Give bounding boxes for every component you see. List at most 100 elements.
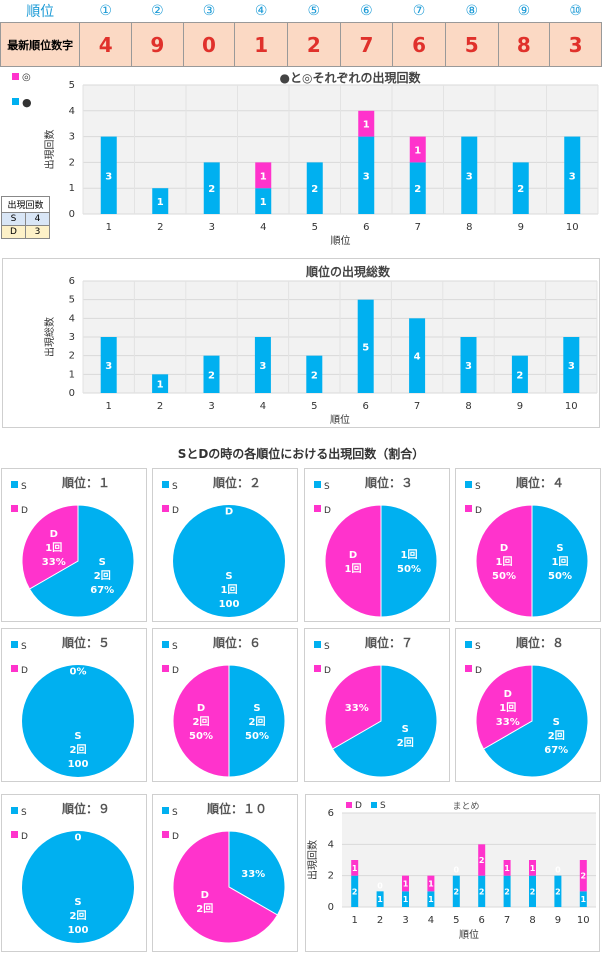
latest-digit: 0 — [182, 22, 236, 67]
pie-data-label: 2回 — [94, 570, 111, 582]
legend-swatch — [346, 802, 352, 808]
pie-data-label: 0% — [70, 667, 87, 678]
data-label: 0 — [555, 866, 561, 875]
data-label: 3 — [568, 361, 575, 372]
bar — [512, 162, 529, 214]
legend-swatch — [162, 641, 169, 648]
bar — [478, 844, 486, 876]
latest-digit: 4 — [79, 22, 133, 67]
legend-label: S — [172, 642, 178, 652]
pie-data-label: 1回 — [45, 542, 62, 554]
pie-data-label: 50% — [245, 731, 269, 742]
x-tick-label: 7 — [414, 401, 420, 412]
bar — [529, 875, 536, 907]
x-tick-label: 6 — [363, 401, 369, 412]
legend-label: S — [380, 801, 386, 811]
bar — [427, 875, 435, 892]
pie-data-label: 67% — [90, 585, 114, 596]
legend-label: S — [324, 642, 330, 652]
pie-data-label: D — [201, 890, 209, 901]
pie-chart-panel: 順位：７ S D S 2回 33% — [304, 628, 450, 782]
x-tick-label: 8 — [466, 222, 472, 233]
pie-data-label: 1回 — [401, 549, 418, 561]
chart-title: ●と◎それぞれの出現回数 — [280, 70, 422, 85]
data-label: 1 — [260, 197, 267, 208]
legend-swatch — [11, 831, 18, 838]
x-tick-label: 2 — [157, 401, 163, 412]
y-axis-label: 出現総数 — [43, 317, 56, 357]
pie-chart-panel: 順位：５ S D S 2回 100 0% — [1, 628, 147, 782]
pie-data-label: 2回 — [397, 737, 414, 749]
rank-symbol: ⑤ — [307, 3, 321, 19]
latest-digits-label: 最新順位数字 — [0, 22, 81, 67]
legend-label: D — [21, 666, 28, 676]
bar — [203, 355, 220, 393]
data-label: 1 — [581, 895, 587, 904]
data-label: 2 — [208, 184, 215, 195]
data-label: 2 — [352, 887, 358, 896]
pie-data-label: S — [553, 717, 560, 728]
bar — [452, 875, 460, 907]
data-label: 2 — [555, 887, 561, 896]
chart-symbol-counts: 0 1 2 3 4 5 1 3 2 1 3 2 4 1 1 5 2 6 3 1 7 2 1 8 3 9 2 10 3 ●と◎それぞれの出現… — [0, 68, 602, 256]
chart-total-counts: 0 1 2 3 4 5 6 1 3 2 1 3 2 4 3 5 2 6 5 7 4 8 3 9 2 10 3 順位の出現総数 順位 出現総… — [2, 258, 600, 428]
legend-label: S — [21, 642, 27, 652]
legend-label: D — [324, 666, 331, 676]
pie-chart-svg: 順位：７ S D S 2回 33% — [314, 635, 438, 778]
chart-title: まとめ — [452, 801, 479, 812]
pie-section-title: SとDの時の各順位における出現回数（割合） — [177, 447, 425, 461]
pie-data-label: 1回 — [552, 556, 569, 568]
legend-swatch — [314, 481, 321, 488]
y-tick-label: 3 — [69, 332, 75, 343]
pie-title: 順位：９ — [61, 801, 110, 816]
data-label: 1 — [403, 880, 409, 889]
y-tick-label: 5 — [69, 295, 75, 306]
side-table-key: D — [1, 225, 26, 239]
bar — [203, 162, 220, 214]
legend-label: S — [172, 808, 178, 818]
data-label: 1 — [260, 171, 267, 182]
pie-data-label: S — [402, 724, 409, 735]
latest-digit: 5 — [444, 22, 499, 67]
x-tick-label: 10 — [577, 915, 590, 926]
data-label: 2 — [581, 872, 587, 881]
x-tick-label: 10 — [566, 222, 579, 233]
legend-label: D — [172, 666, 179, 676]
data-label: 3 — [105, 171, 112, 182]
y-tick-label: 5 — [69, 80, 75, 91]
legend-label: D — [475, 666, 482, 676]
rank-symbol: ⑨ — [517, 3, 531, 19]
y-tick-label: 4 — [328, 839, 334, 850]
pie-chart-panel: 順位：６ S D S 2回 50% D 2回 50% — [152, 628, 298, 782]
legend-swatch — [162, 807, 169, 814]
bar — [255, 188, 272, 214]
legend-swatch — [12, 98, 19, 105]
data-label: 1 — [363, 120, 370, 131]
bar — [402, 891, 409, 907]
data-label: 3 — [259, 361, 266, 372]
pie-data-label: S — [225, 571, 232, 582]
bar — [409, 162, 426, 214]
pie-data-label: 33% — [42, 557, 66, 568]
y-tick-label: 0 — [69, 388, 75, 399]
x-tick-label: 4 — [260, 401, 266, 412]
data-label: 1 — [403, 895, 409, 904]
pie-chart-panel: 順位：９ S D S 2回 100 0 — [1, 794, 147, 952]
pie-title: 順位：６ — [212, 635, 261, 650]
pie-chart-svg: 順位：２ S D S 1回 100 D — [162, 475, 285, 617]
y-axis-label: 出現回数 — [306, 840, 319, 880]
bar — [254, 337, 271, 393]
bar — [503, 875, 511, 907]
x-tick-label: 3 — [209, 222, 215, 233]
data-label: 1 — [428, 895, 434, 904]
legend-label: S — [21, 808, 27, 818]
x-tick-label: 8 — [465, 401, 471, 412]
pie-data-label: 1回 — [221, 584, 238, 596]
data-label: 1 — [504, 864, 510, 873]
bar — [351, 875, 359, 907]
legend-label: D — [21, 832, 28, 842]
pie-chart-svg: 順位：３ S D 1回 50% D 1回 — [314, 475, 438, 618]
data-label: 2 — [311, 370, 318, 381]
legend-label: D — [355, 801, 362, 811]
latest-digit: 8 — [497, 22, 551, 67]
